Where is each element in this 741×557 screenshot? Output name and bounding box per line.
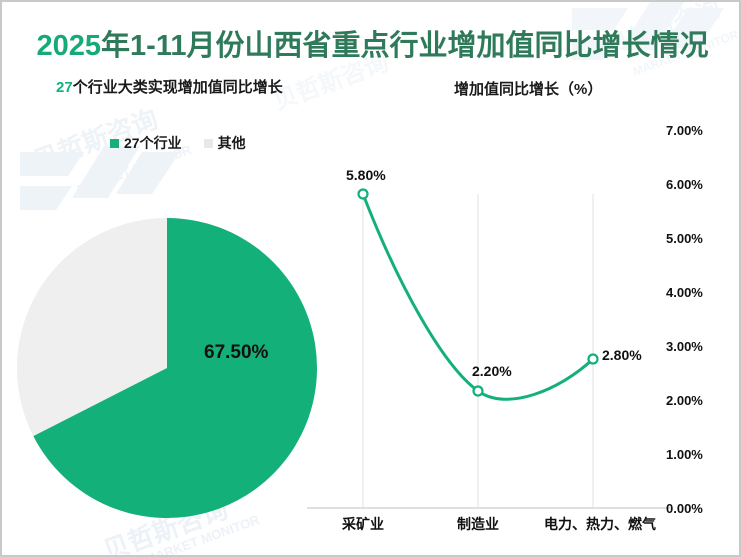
y-tick-label-1: 1.00% (666, 447, 703, 462)
legend-swatch-icon-0 (110, 138, 119, 148)
pie-chart-legend: 27个行业 其他 (110, 133, 246, 153)
legend-item-1[interactable]: 其他 (203, 133, 246, 153)
x-tick-label-0: 采矿业 (342, 516, 384, 532)
pie-subtitle-text: 个行业大类实现增加值同比增长 (72, 79, 283, 96)
pie-chart-subtitle: 27个行业大类实现增加值同比增长 (56, 76, 283, 97)
data-point-label-0: 5.80% (346, 167, 386, 183)
line-series-path (361, 192, 595, 401)
pie-slice-27-industries[interactable] (33, 218, 318, 518)
pie-subtitle-count: 27 (56, 79, 73, 96)
pie-chart-svg (17, 218, 318, 518)
data-point-marker-2[interactable] (587, 353, 599, 365)
page-title: 2025年1-11月份山西省重点行业增加值同比增长情况 (2, 22, 739, 64)
pie-chart (17, 218, 318, 518)
x-tick-label-2: 电力、热力、燃气 (544, 516, 656, 532)
data-point-marker-0[interactable] (357, 188, 369, 200)
data-point-label-1: 2.20% (472, 363, 512, 379)
x-axis-category-labels: 采矿业 制造业 电力、热力、燃气 (302, 514, 702, 544)
y-tick-label-5: 5.00% (666, 231, 703, 246)
y-tick-label-4: 4.00% (666, 285, 703, 300)
legend-item-0[interactable]: 27个行业 (110, 133, 182, 153)
legend-label-1: 其他 (217, 135, 246, 151)
page-title-year: 2025 (36, 30, 102, 62)
pie-slice-value-label: 67.50% (204, 342, 269, 363)
x-tick-label-1: 制造业 (457, 516, 499, 532)
watermark-brand-en-bottom-left: MARKET MONITOR (143, 511, 262, 557)
data-point-marker-1[interactable] (472, 385, 484, 397)
y-tick-label-0: 0.00% (666, 501, 703, 516)
data-point-label-2: 2.80% (602, 347, 642, 363)
pie-slice-other[interactable] (17, 218, 167, 437)
legend-label-0: 27个行业 (124, 135, 182, 151)
y-tick-label-2: 2.00% (666, 393, 703, 408)
y-axis-tick-labels: 7.00% 6.00% 5.00% 4.00% 3.00% 2.00% 1.00… (666, 112, 736, 522)
line-chart-subtitle: 增加值同比增长（%） (454, 81, 603, 98)
line-chart-svg (307, 188, 670, 509)
y-tick-label-6: 6.00% (666, 177, 703, 192)
page-title-rest: 年1-11月份山西省重点行业增加值同比增长情况 (101, 30, 709, 62)
y-tick-label-7: 7.00% (666, 123, 703, 138)
y-tick-label-3: 3.00% (666, 339, 703, 354)
legend-swatch-icon-1 (203, 138, 213, 148)
